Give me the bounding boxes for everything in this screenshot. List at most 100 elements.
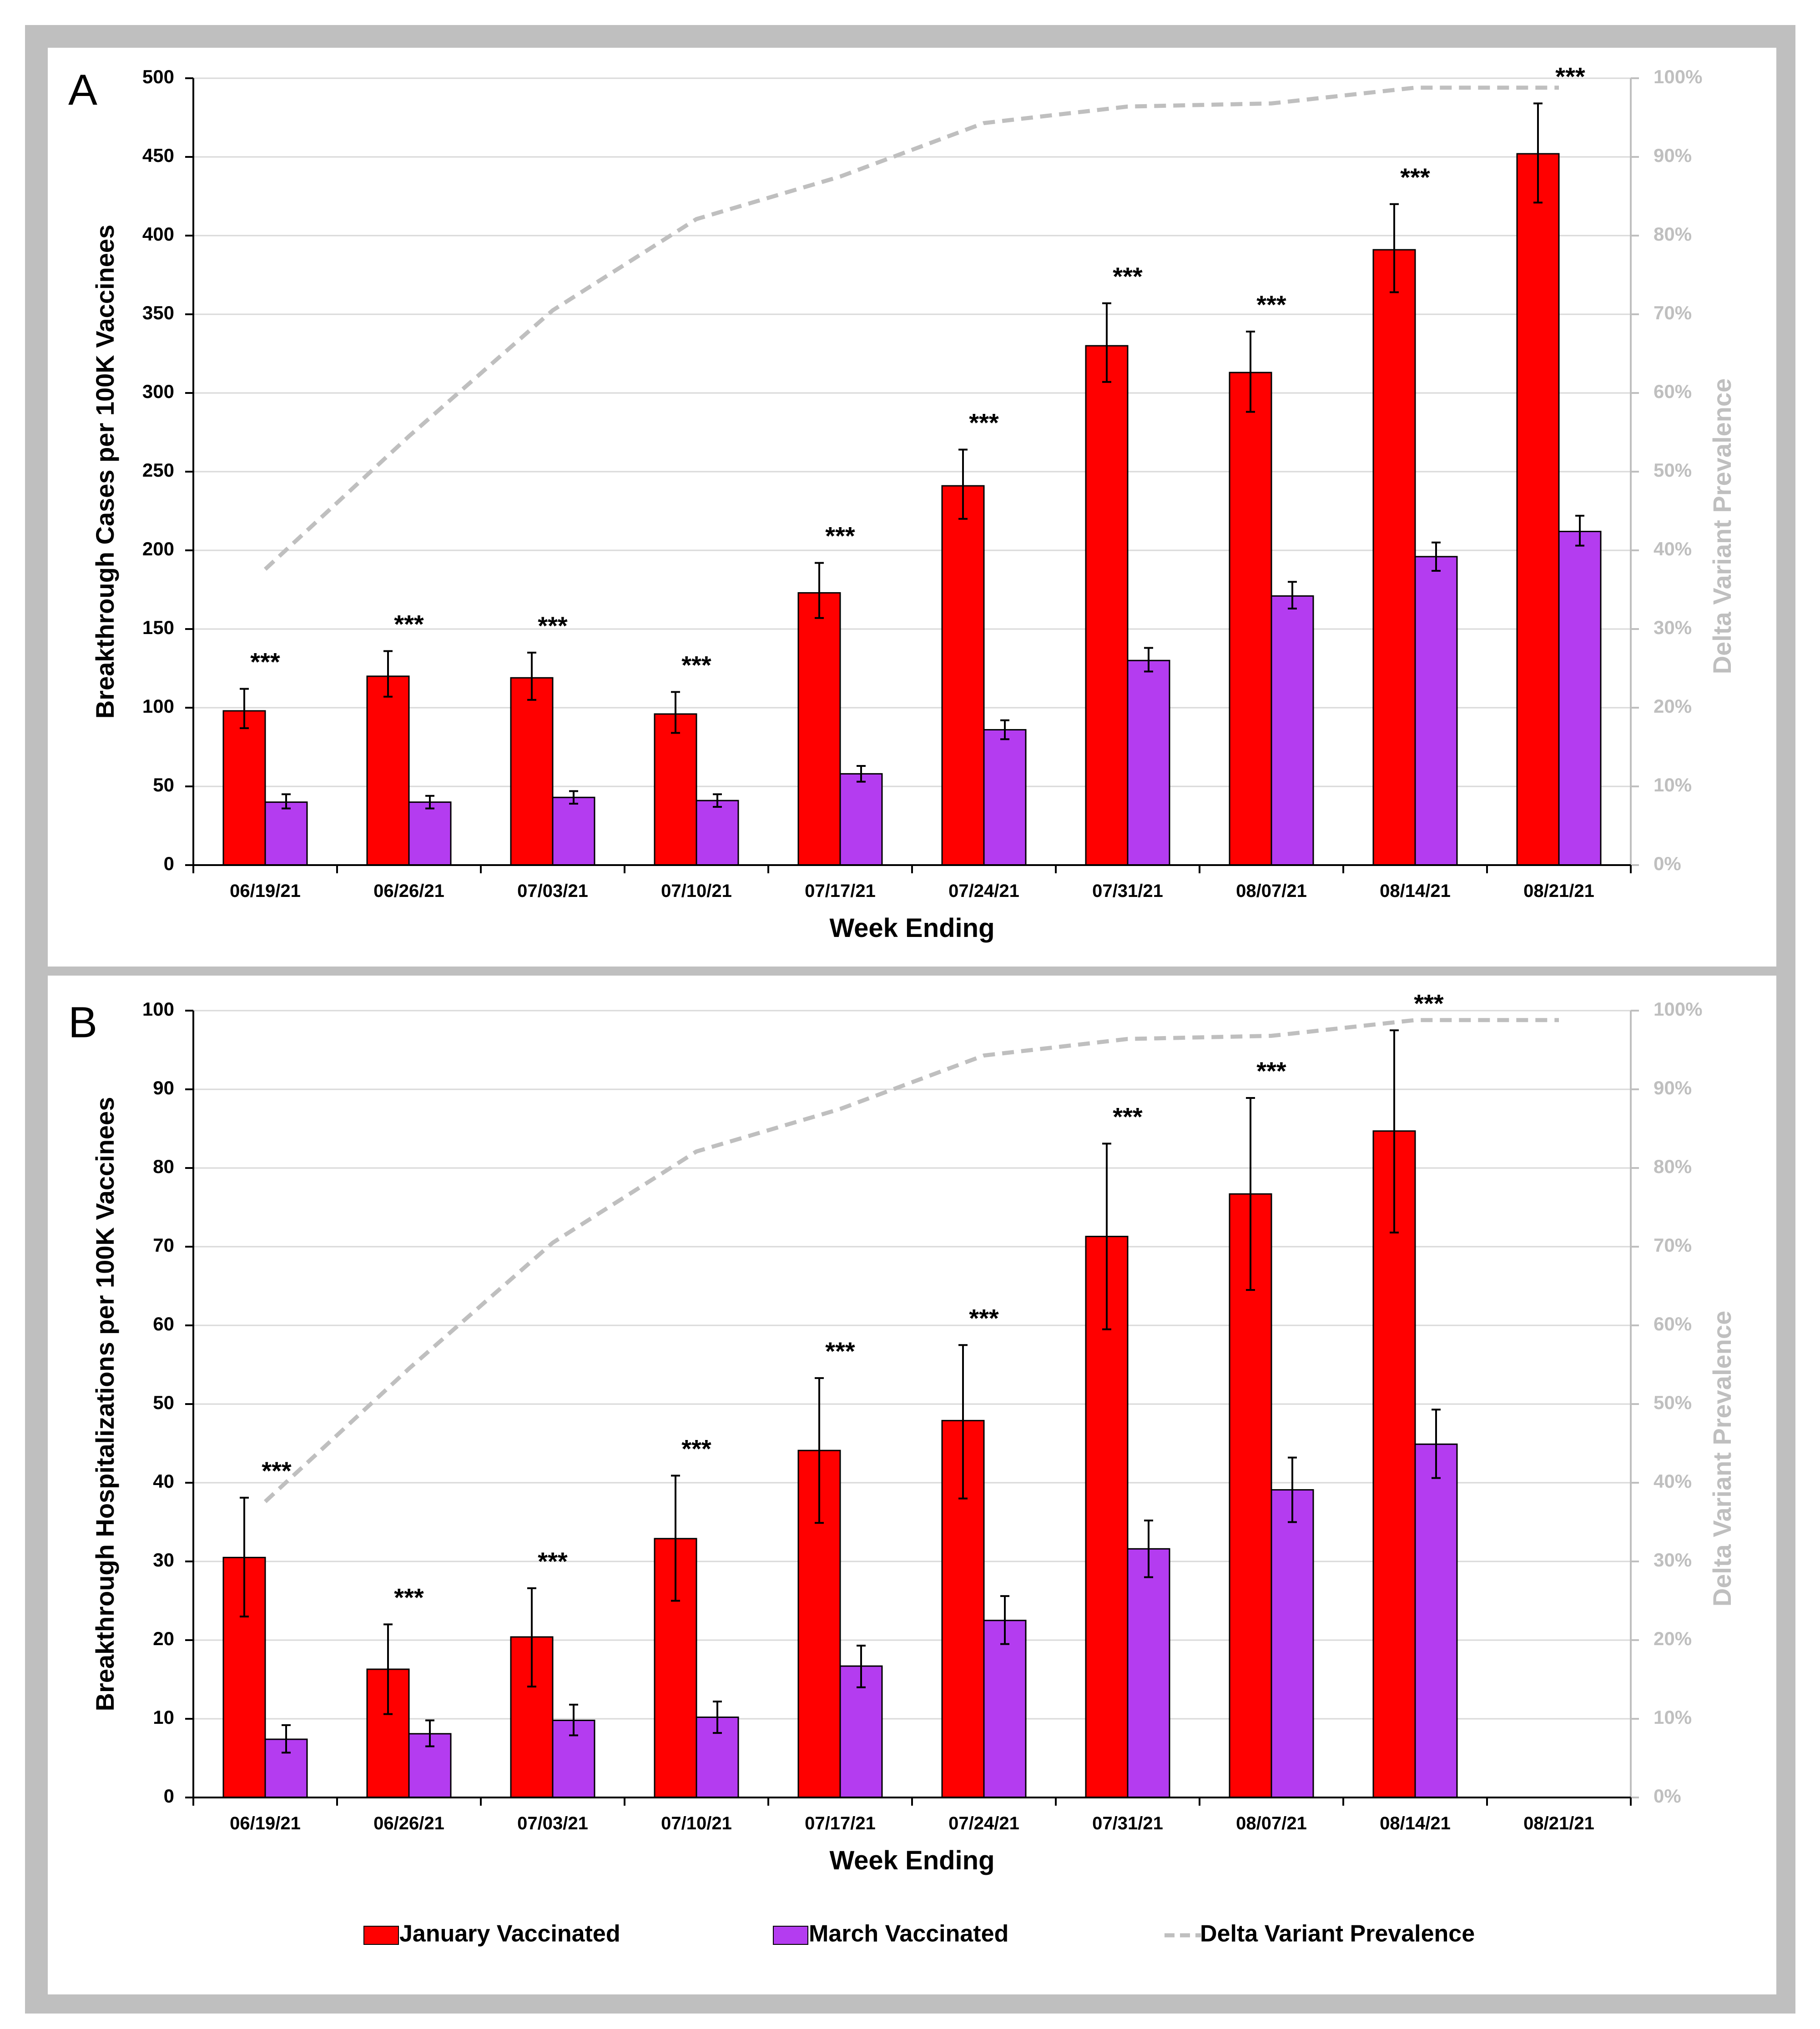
y-tick-label: 300 (142, 381, 174, 402)
y-tick-label: 450 (142, 145, 174, 166)
bar-january (1372, 249, 1416, 866)
bar-march (552, 796, 595, 866)
significance-marker: *** (1414, 989, 1444, 1017)
y2-tick-label: 20% (1654, 695, 1692, 717)
y-tick-label: 0 (164, 853, 174, 874)
y-tick-label: 10 (153, 1707, 174, 1728)
x-tick-label: 08/07/21 (1236, 1813, 1307, 1833)
x-tick-label: 07/10/21 (661, 881, 732, 901)
bar-march (696, 800, 739, 866)
y-tick-label: 150 (142, 617, 174, 638)
y-tick-label: 350 (142, 302, 174, 323)
y2-tick-label: 30% (1654, 1549, 1692, 1571)
x-tick-label: 07/03/21 (517, 1813, 588, 1833)
legend-swatch (363, 1926, 399, 1945)
x-tick-label: 06/19/21 (230, 1813, 301, 1833)
delta-prevalence-line (263, 86, 1559, 571)
bar-january (1372, 1130, 1416, 1798)
y2-tick-label: 50% (1654, 459, 1692, 481)
y2-tick-label: 50% (1654, 1392, 1692, 1413)
x-tick-label: 08/21/21 (1523, 881, 1594, 901)
significance-marker: *** (969, 408, 999, 437)
significance-marker: *** (1555, 62, 1585, 91)
significance-marker: *** (825, 1337, 855, 1365)
y2-tick-label: 0% (1654, 1785, 1681, 1807)
y-tick-label: 0 (164, 1785, 174, 1807)
bar-january (1516, 153, 1560, 866)
bar-march (1414, 556, 1458, 866)
y2-tick-label: 10% (1654, 774, 1692, 795)
x-tick-label: 08/07/21 (1236, 881, 1307, 901)
bar-march (264, 801, 308, 866)
y2-tick-label: 70% (1654, 1234, 1692, 1256)
x-tick-label: 07/03/21 (517, 881, 588, 901)
panel-b: B 0 10 20 30 40 50 60 70 80 90 100 0% 10% 20% 30% 40% 50%… (68, 989, 1736, 1875)
panel-a-background (48, 48, 1776, 967)
x-tick-label: 07/17/21 (805, 881, 876, 901)
x-tick-label: 06/26/21 (373, 1813, 444, 1833)
bar-march (983, 729, 1027, 866)
bar-march (983, 1620, 1027, 1798)
significance-marker: *** (250, 647, 280, 676)
y-tick-label: 500 (142, 66, 174, 87)
y-tick-label: 90 (153, 1077, 174, 1098)
significance-marker: *** (969, 1304, 999, 1332)
significance-marker: *** (681, 1434, 711, 1463)
x-axis-title: Week Ending (829, 913, 994, 943)
y-tick-label: 100 (142, 998, 174, 1020)
y-tick-label: 50 (153, 774, 174, 795)
significance-marker: *** (538, 611, 568, 640)
y2-tick-label: 10% (1654, 1707, 1692, 1728)
y2-tick-label: 90% (1654, 145, 1692, 166)
y-tick-label: 60 (153, 1313, 174, 1334)
y-tick-label: 400 (142, 223, 174, 245)
bar-march (1414, 1443, 1458, 1798)
y2-tick-label: 40% (1654, 538, 1692, 559)
significance-marker: *** (1113, 262, 1143, 291)
y-tick-label: 20 (153, 1628, 174, 1649)
x-axis-title: Week Ending (829, 1846, 994, 1875)
bar-january (1085, 345, 1129, 866)
x-tick-label: 08/14/21 (1380, 881, 1451, 901)
bar-march (1127, 660, 1170, 866)
panel-b-background (48, 976, 1776, 1994)
significance-marker: *** (394, 1583, 424, 1611)
bar-march (1127, 1548, 1170, 1798)
x-tick-label: 06/26/21 (373, 881, 444, 901)
significance-marker: *** (1400, 163, 1430, 191)
y-tick-label: 30 (153, 1549, 174, 1571)
y-tick-label: 50 (153, 1392, 174, 1413)
y2-tick-label: 100% (1654, 66, 1702, 87)
bar-march (1270, 595, 1314, 866)
y-tick-label: 70 (153, 1234, 174, 1256)
bar-march (1270, 1489, 1314, 1798)
bar-january (654, 713, 697, 866)
y2-tick-label: 90% (1654, 1077, 1692, 1098)
legend-label: March Vaccinated (809, 1921, 1008, 1947)
bar-january (510, 677, 554, 866)
x-tick-label: 08/14/21 (1380, 1813, 1451, 1833)
x-tick-label: 07/31/21 (1092, 1813, 1163, 1833)
y-tick-label: 40 (153, 1470, 174, 1492)
x-tick-label: 06/19/21 (230, 881, 301, 901)
y2-tick-label: 100% (1654, 998, 1702, 1020)
y-tick-label: 250 (142, 459, 174, 481)
significance-marker: *** (538, 1547, 568, 1576)
bar-march (408, 801, 452, 866)
x-tick-label: 07/17/21 (805, 1813, 876, 1833)
bar-march (1558, 530, 1602, 866)
significance-marker: *** (681, 650, 711, 679)
y-axis-title: Breakthrough Hospitalizations per 100K V… (91, 1097, 119, 1712)
bar-january (941, 485, 985, 866)
significance-marker: *** (1256, 1057, 1286, 1085)
y2-tick-label: 30% (1654, 617, 1692, 638)
y2-tick-label: 0% (1654, 853, 1681, 874)
legend-label: Delta Variant Prevalence (1200, 1921, 1475, 1947)
bar-january (222, 710, 266, 866)
bar-january (1229, 1193, 1272, 1798)
bar-january (1229, 372, 1272, 866)
legend-label: January Vaccinated (399, 1921, 620, 1947)
x-tick-label: 08/21/21 (1523, 1813, 1594, 1833)
y-axis-title: Breakthrough Cases per 100K Vaccinees (91, 225, 119, 719)
